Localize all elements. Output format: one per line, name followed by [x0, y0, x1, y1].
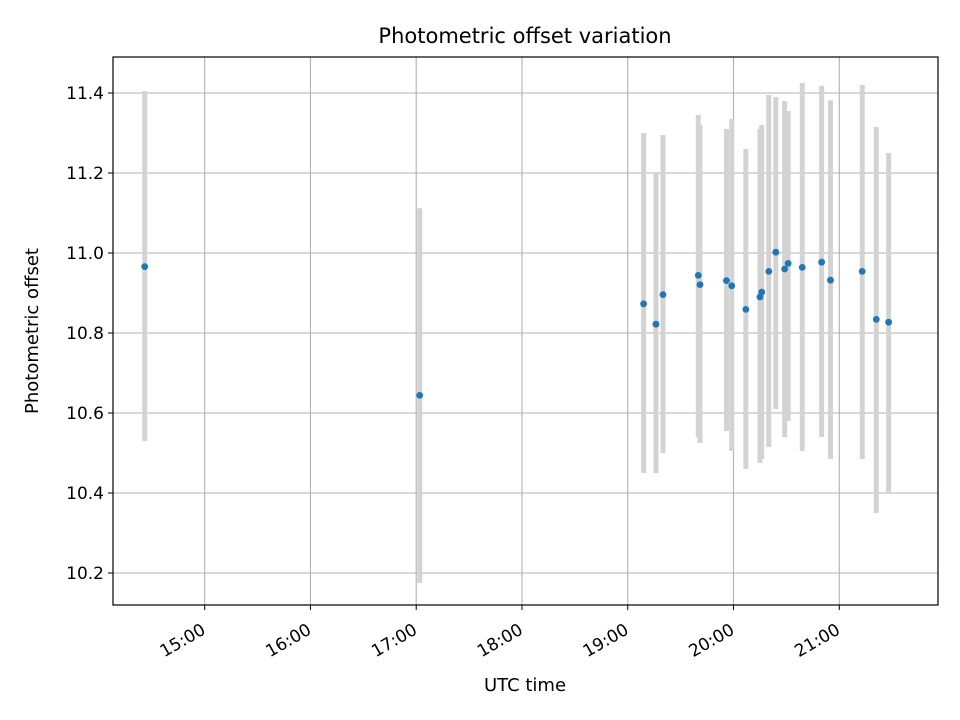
y-tick-label: 10.2: [66, 564, 104, 584]
y-tick-label: 10.6: [66, 404, 104, 424]
x-axis-label: UTC time: [484, 675, 566, 696]
data-point: [723, 277, 730, 284]
data-point: [781, 265, 789, 273]
y-axis-label: Photometric offset: [22, 248, 43, 414]
y-tick-label: 10.4: [66, 484, 104, 504]
data-point: [694, 272, 702, 279]
data-point: [652, 320, 660, 328]
data-point: [798, 264, 806, 271]
data-point: [784, 260, 792, 267]
data-points: [141, 248, 893, 399]
y-tick-label: 10.8: [66, 324, 104, 344]
data-point: [416, 392, 424, 399]
data-point: [827, 276, 834, 284]
y-tick-label: 11.4: [66, 84, 104, 104]
data-point: [765, 268, 773, 275]
data-point: [141, 263, 149, 270]
data-point: [858, 268, 866, 275]
data-point: [728, 282, 736, 290]
chart-title: Photometric offset variation: [378, 24, 671, 48]
data-point: [742, 306, 750, 313]
plot-area-background: [113, 57, 938, 605]
data-point: [885, 318, 893, 326]
data-point: [772, 248, 780, 256]
y-tick-label: 11.0: [66, 244, 104, 264]
data-point: [640, 300, 648, 308]
y-tick-label: 11.2: [66, 164, 104, 184]
data-point: [659, 291, 667, 298]
data-point: [872, 316, 880, 323]
data-point: [818, 258, 826, 266]
y-axis-ticks: 10.2 10.4 10.6 10.8 11.0 11.2 11.4: [66, 84, 113, 584]
data-point: [696, 281, 704, 288]
plot-frame: [112, 56, 939, 606]
data-point: [758, 288, 766, 296]
